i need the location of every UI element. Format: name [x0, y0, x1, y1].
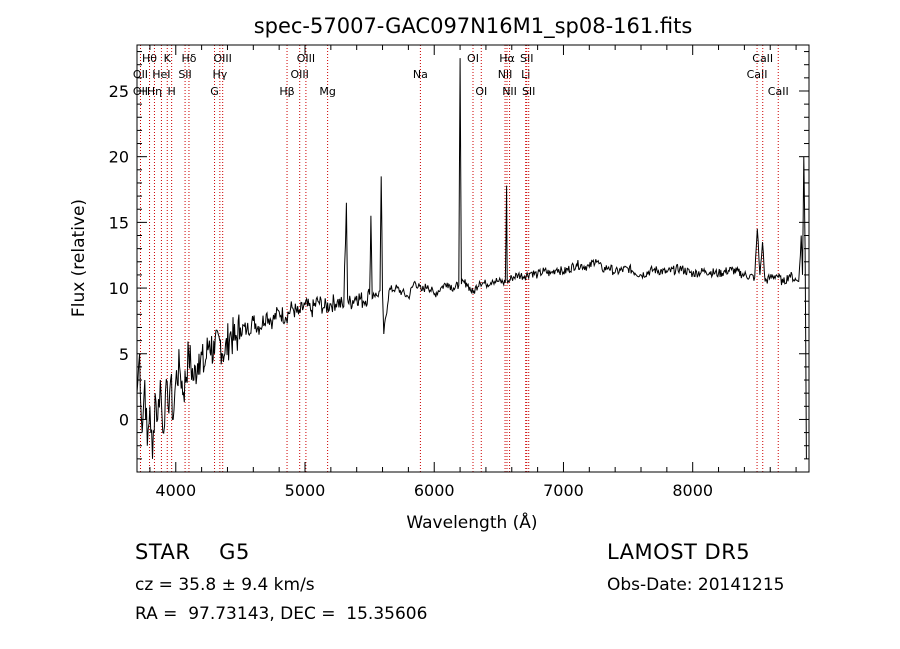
line-marker-label: OI [475, 85, 487, 98]
y-tick-label: 15 [109, 213, 129, 232]
y-tick-label: 0 [119, 410, 129, 429]
line-marker-label: OII [133, 85, 148, 98]
x-tick-label: 4000 [155, 481, 196, 500]
axes: 4000 5000 6000 7000 8000 0 5 10 15 20 25 [109, 45, 809, 500]
chart-title: spec-57007-GAC097N16M1_sp08-161.fits [254, 14, 693, 39]
line-marker-label: NII [498, 68, 513, 81]
line-marker-label: CaII [747, 68, 768, 81]
line-marker-label: Hη [147, 85, 162, 98]
line-marker-label: Hβ [279, 85, 294, 98]
redshift-label: cz = 35.8 ± 9.4 km/s [135, 575, 315, 595]
line-marker-label: CaII [752, 52, 773, 65]
survey-label: LAMOST DR5 [607, 540, 751, 564]
classification-label: STAR G5 [135, 540, 250, 564]
spectral-line-markers: HθOIIOIIHηHeIKHSIIHδGHγOIIIHβOIIIOIIIMgN… [133, 45, 789, 472]
spectrum-line-0 [136, 58, 807, 459]
line-marker-label: NII [502, 85, 517, 98]
x-axis-label: Wavelength (Å) [406, 511, 537, 533]
line-marker-label: OIII [291, 68, 309, 81]
line-marker-label: H [167, 85, 175, 98]
line-marker-label: Hα [499, 52, 515, 65]
coordinates-label: RA = 97.73143, DEC = 15.35606 [135, 604, 428, 624]
x-tick-label: 8000 [672, 481, 713, 500]
line-marker-label: CaII [768, 85, 789, 98]
x-tick-label: 7000 [543, 481, 584, 500]
line-marker-label: SII [178, 68, 191, 81]
line-marker-label: SII [520, 52, 533, 65]
y-tick-label: 25 [109, 82, 129, 101]
line-marker-label: SII [522, 85, 535, 98]
line-marker-label: K [164, 52, 172, 65]
line-marker-label: HeI [152, 68, 170, 81]
y-tick-label: 5 [119, 345, 129, 364]
line-marker-label: Hθ [142, 52, 157, 65]
plot-frame [136, 44, 810, 473]
obs-date-label: Obs-Date: 20141215 [607, 575, 785, 595]
line-marker-label: OI [467, 52, 479, 65]
line-marker-label: Mg [319, 85, 335, 98]
y-tick-label: 20 [109, 148, 129, 167]
line-marker-label: Li [521, 68, 530, 81]
line-marker-label: G [210, 85, 219, 98]
y-tick-label: 10 [109, 279, 129, 298]
line-marker-label: OIII [297, 52, 315, 65]
line-marker-label: Hδ [181, 52, 196, 65]
spectrum-series [136, 58, 807, 459]
line-marker-label: Hγ [212, 68, 227, 81]
line-marker-label: Na [413, 68, 428, 81]
x-tick-label: 5000 [285, 481, 326, 500]
x-tick-label: 6000 [414, 481, 455, 500]
y-axis-label: Flux (relative) [69, 199, 89, 317]
line-marker-label: OIII [213, 52, 231, 65]
